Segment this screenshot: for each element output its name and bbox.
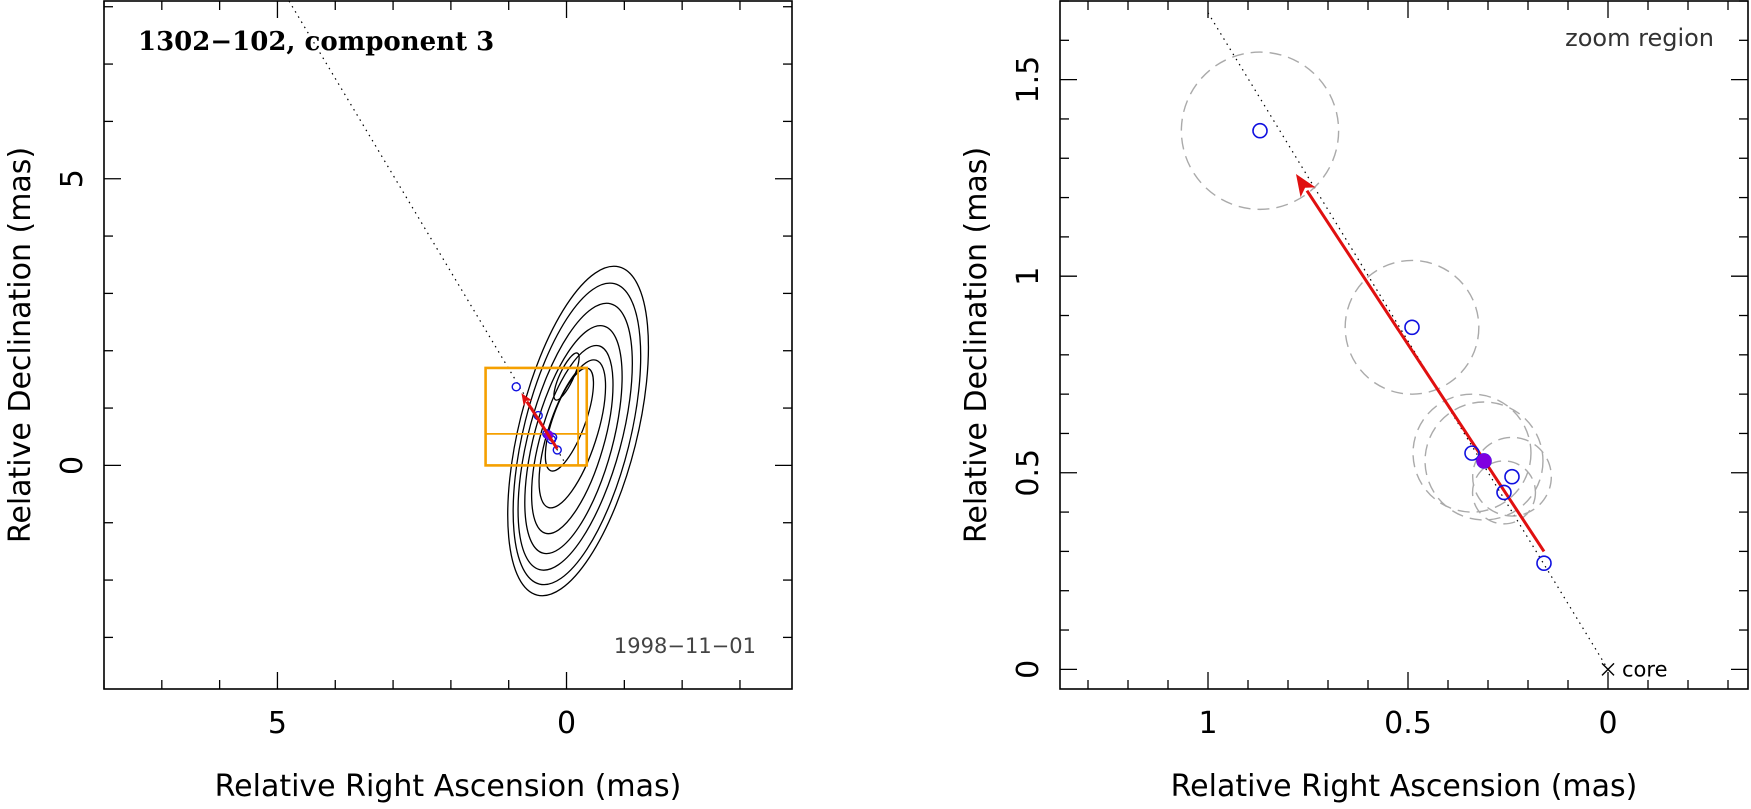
position-error-circle [1180, 51, 1340, 211]
contour-level [517, 302, 633, 571]
contour-level [538, 359, 607, 509]
left-y-axis-label: Relative Declination (mas) [3, 147, 38, 543]
component-position [1252, 122, 1268, 139]
core-label: core [1622, 657, 1668, 681]
contour-level [512, 282, 642, 586]
panel-left: 5 0 5 0 1302−102, component 3 1998−11−01 Re… [3, 0, 793, 804]
position-error-circle [1471, 436, 1553, 517]
left-x-tick-label: 5 [268, 706, 287, 741]
left-plot-area [288, 0, 650, 597]
motion-vector-arrow-head [1296, 173, 1316, 198]
component-position [1404, 319, 1420, 336]
right-x-tick-label: 0 [1598, 706, 1617, 741]
motion-vector-arrow [525, 400, 559, 450]
position-error-circle [1424, 401, 1544, 521]
motion-vector-arrow [1305, 189, 1546, 553]
right-y-tick-label: 0.5 [1011, 449, 1046, 497]
jet-axis-line [1207, 12, 1609, 670]
left-x-tick-label: 0 [557, 706, 576, 741]
core-marker [1601, 662, 1615, 676]
panel-right: core 1 0.5 0 0 0.5 1 1.5 zoom region Relative … [959, 0, 1749, 804]
position-error-circle [1344, 259, 1480, 395]
left-axis-ticks: 5 0 5 0 [55, 1, 792, 741]
component-position [552, 445, 562, 455]
contour-level [530, 344, 614, 535]
right-plot-title: zoom region [1565, 24, 1714, 52]
component-position [1536, 555, 1552, 571]
left-y-tick-label: 0 [55, 456, 90, 475]
component-position [511, 382, 521, 392]
right-y-tick-label: 1.5 [1011, 56, 1046, 104]
right-x-tick-label: 0.5 [1384, 706, 1432, 741]
right-plot-frame [1059, 0, 1749, 690]
right-y-tick-label: 1 [1011, 267, 1046, 286]
position-error-circle [1471, 460, 1537, 525]
left-date-label: 1998−11−01 [614, 634, 756, 658]
left-y-tick-label: 5 [55, 169, 90, 188]
position-error-circle [1412, 393, 1532, 513]
mean-position-marker [1476, 453, 1492, 469]
contour-level [524, 324, 623, 555]
contour-level [507, 265, 650, 597]
component-position [1504, 468, 1520, 485]
contour-level [553, 352, 580, 401]
right-x-tick-label: 1 [1198, 706, 1217, 741]
left-plot-frame [103, 0, 793, 690]
component-position [1496, 484, 1512, 501]
left-x-axis-label: Relative Right Ascension (mas) [215, 769, 682, 804]
right-x-axis-label: Relative Right Ascension (mas) [1171, 769, 1638, 804]
right-axis-ticks: 1 0.5 0 0 0.5 1 1.5 [1011, 0, 1748, 741]
component-position [1464, 445, 1480, 461]
right-plot-area: core [1180, 12, 1668, 681]
right-y-tick-label: 0 [1011, 660, 1046, 679]
left-plot-title: 1302−102, component 3 [138, 27, 494, 57]
zoom-region-box [484, 366, 589, 467]
right-y-axis-label: Relative Declination (mas) [959, 147, 994, 543]
motion-vector-arrow-head [521, 393, 533, 406]
